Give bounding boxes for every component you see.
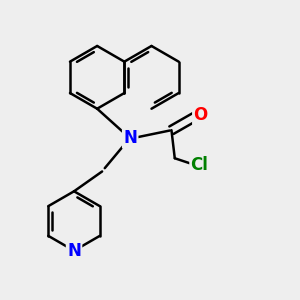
Text: O: O [194,106,208,124]
Text: N: N [67,242,81,260]
Text: N: N [123,129,137,147]
Text: Cl: Cl [190,156,208,174]
